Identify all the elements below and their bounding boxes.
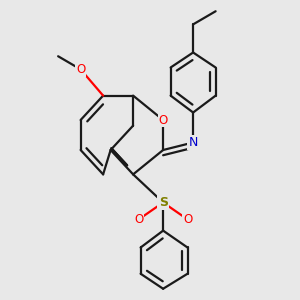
Text: O: O xyxy=(134,213,143,226)
Text: N: N xyxy=(188,136,198,149)
Text: S: S xyxy=(159,196,168,209)
Text: O: O xyxy=(183,213,192,226)
Text: O: O xyxy=(158,113,168,127)
Text: O: O xyxy=(76,63,85,76)
